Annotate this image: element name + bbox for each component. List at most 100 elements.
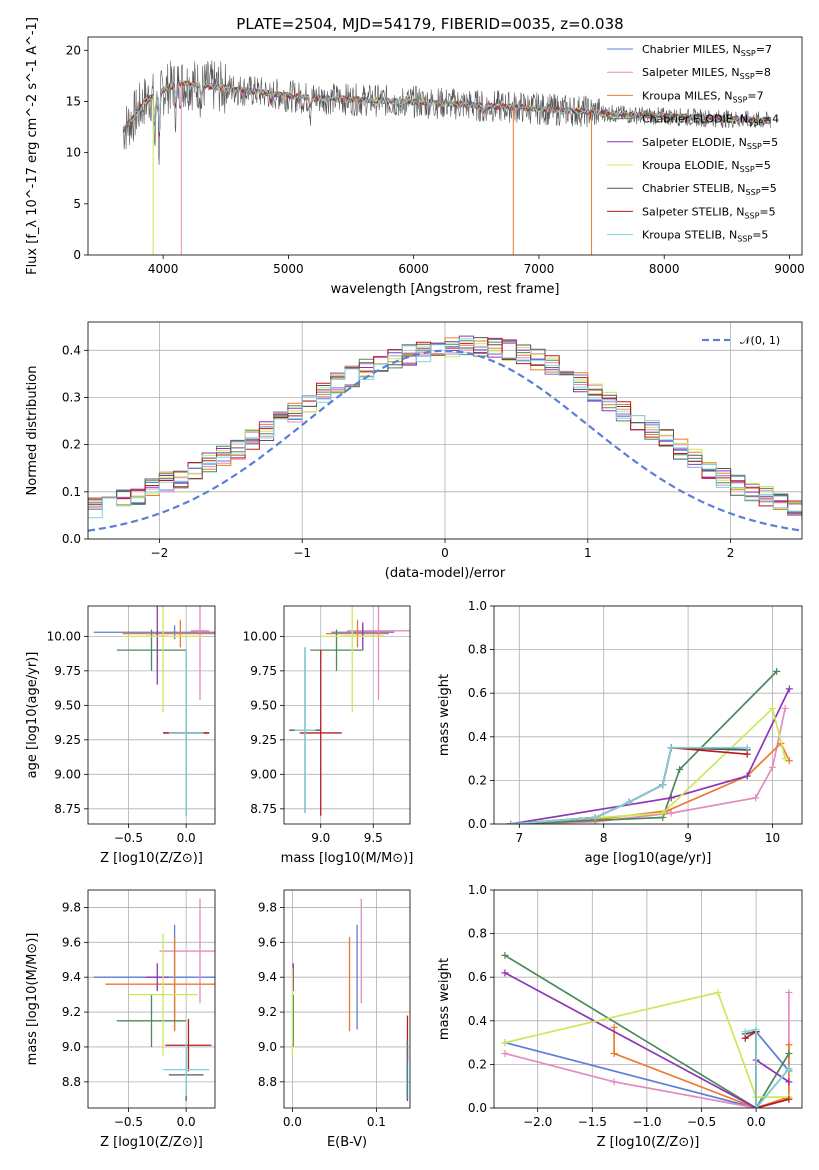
model-spectrum-line [122, 79, 772, 133]
legend-count: =8 [755, 66, 771, 79]
x-tick-label: 6000 [398, 262, 429, 276]
y-tick-label: 0.4 [468, 1014, 487, 1028]
weight-marker [785, 1078, 793, 1086]
weight-series-line [510, 670, 778, 824]
legend-entry: Salpeter ELODIE, NSSP=5 [642, 136, 778, 151]
spectrum-panel: 4000 5000 6000 7000 8000 9000 0 5 10 15 20 waveleng… [25, 17, 805, 297]
weight-vs-age-panel: 7 8 9 10 0.0 0.2 0.4 0.6 0.8 1.0 age [log10(age/yr… [437, 599, 803, 866]
y-tick-label: 10.00 [47, 629, 81, 643]
legend-entry: Chabrier STELIB, NSSP=5 [642, 182, 777, 197]
y-tick-label: 1.0 [468, 599, 487, 613]
y-tick-label: 9.75 [250, 664, 277, 678]
x-axis-label: Z [log10(Z/Z⊙)] [100, 851, 203, 866]
x-tick-label: −1.0 [632, 1115, 661, 1129]
x-tick-label: 0.1 [367, 1115, 386, 1129]
y-tick-label: 0.4 [62, 343, 81, 357]
weight-marker [610, 1050, 618, 1057]
legend-count: =5 [762, 136, 778, 149]
legend-subscript: SSP [748, 119, 763, 128]
weight-series-line [504, 991, 789, 1098]
weight-marker [714, 988, 722, 996]
legend-entry: Kroupa ELODIE, NSSP=5 [642, 159, 771, 174]
axes-frame [283, 889, 411, 1109]
x-tick-label: 1 [584, 546, 592, 560]
y-tick-label: 0.2 [468, 773, 487, 787]
y-axis-label: Flux [f_λ 10^-17 erg cm^-2 s^-1 A^-1] [25, 17, 40, 275]
y-tick-label: 5 [73, 197, 81, 211]
y-tick-label: 9.2 [62, 1005, 81, 1019]
axes-frame [87, 889, 216, 1109]
y-tick-label: 9.4 [258, 970, 277, 984]
residual-histogram [88, 340, 802, 511]
y-tick-label: 9.6 [62, 935, 81, 949]
weight-series-line [510, 746, 748, 824]
weight-marker [785, 1050, 793, 1057]
legend-entry: Chabrier MILES, NSSP=7 [642, 43, 772, 58]
x-tick-label: 9.0 [311, 831, 330, 845]
plot-area [122, 60, 772, 255]
y-tick-label: 0.2 [62, 438, 81, 452]
plot-area [88, 335, 802, 532]
weight-marker [785, 988, 793, 996]
x-axis-label: Z [log10(Z/Z⊙)] [100, 1135, 203, 1150]
x-tick-label: 0.0 [747, 1115, 766, 1129]
y-tick-label: 0.0 [62, 532, 81, 546]
axes-frame [87, 605, 216, 825]
y-tick-label: 9.25 [250, 733, 277, 747]
weight-marker [743, 772, 751, 780]
weight-marker [743, 744, 751, 752]
weight-marker [610, 1023, 618, 1031]
x-tick-label: 0.0 [177, 831, 196, 845]
normal-reference-curve [88, 349, 802, 532]
gridlines [284, 606, 410, 824]
y-tick-label: 0.0 [468, 1101, 487, 1115]
legend-count: =7 [747, 89, 763, 102]
x-tick-label: 7 [515, 831, 523, 845]
y-tick-label: 0.2 [468, 1057, 487, 1071]
x-tick-label: 8 [600, 831, 608, 845]
legend-count: =5 [759, 205, 775, 218]
weight-marker [610, 1078, 618, 1086]
y-tick-label: 0.3 [62, 390, 81, 404]
y-tick-label: 0.0 [468, 817, 487, 831]
weight-marker [752, 1026, 760, 1034]
y-tick-label: 0 [73, 248, 81, 262]
legend-label: Chabrier STELIB, N [642, 182, 746, 195]
y-tick-label: 10 [66, 146, 81, 160]
legend-count: =5 [761, 182, 777, 195]
x-tick-label: 7000 [524, 262, 555, 276]
mass-vs-metallicity-panel: −0.5 0.0 8.8 9.0 9.2 9.4 9.6 9.8 Z [log10(Z/Z⊙)]… [25, 889, 216, 1150]
y-tick-label: 9.00 [54, 767, 81, 781]
y-tick-label: 20 [66, 43, 81, 57]
y-tick-label: 9.00 [250, 767, 277, 781]
weight-marker [743, 750, 751, 758]
y-tick-label: 8.75 [250, 802, 277, 816]
legend-label: Chabrier MILES, N [642, 43, 741, 56]
legend-subscript: SSP [744, 211, 759, 220]
weight-series-line [504, 954, 790, 1108]
legend-subscript: SSP [732, 95, 747, 104]
y-tick-label: 9.8 [258, 900, 277, 914]
weight-marker [676, 766, 684, 773]
weight-marker [768, 763, 776, 771]
gridlines [284, 890, 410, 1108]
axes-frame [87, 36, 803, 256]
legend-entry: Chabrier ELODIE, NSSP=4 [642, 113, 779, 128]
legend-entry: Kroupa STELIB, NSSP=5 [642, 229, 768, 244]
x-tick-label: 10 [765, 831, 780, 845]
weight-marker [785, 1065, 793, 1073]
legend-subscript: SSP [737, 235, 752, 244]
weight-marker [768, 704, 776, 712]
x-tick-label: −1.5 [578, 1115, 607, 1129]
y-tick-label: 9.8 [62, 900, 81, 914]
legend-subscript: SSP [741, 49, 756, 58]
y-tick-label: 8.8 [258, 1075, 277, 1089]
weight-marker [625, 798, 633, 806]
legend-entry: Kroupa MILES, NSSP=7 [642, 89, 764, 104]
legend-entry: Salpeter MILES, NSSP=8 [642, 66, 771, 81]
x-axis-label: (data-model)/error [385, 566, 506, 581]
y-tick-label: 0.8 [468, 643, 487, 657]
y-axis-label: mass [log10(M/M⊙)] [25, 933, 40, 1066]
weight-marker [741, 1028, 749, 1036]
weight-marker [667, 794, 675, 802]
